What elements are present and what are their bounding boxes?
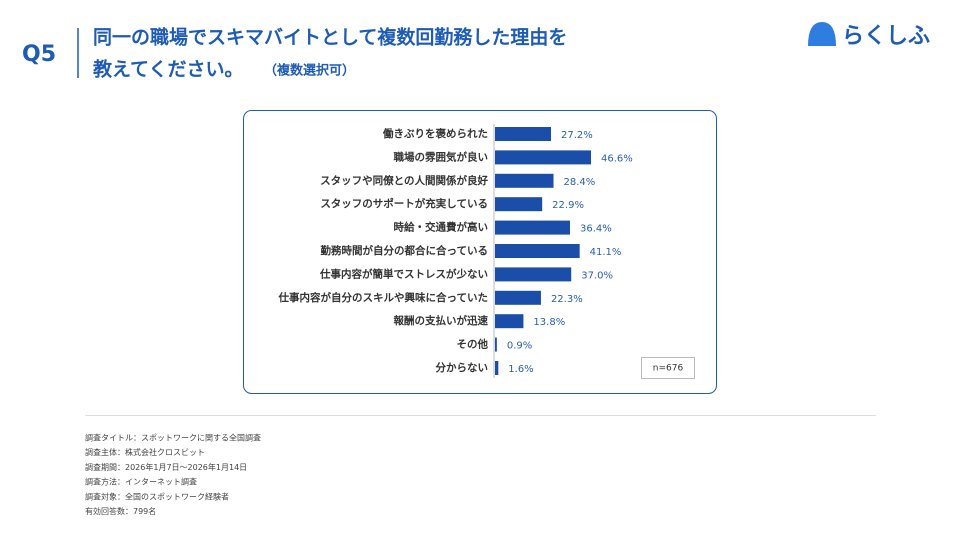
value-label: 41.1% (590, 247, 622, 258)
category-label: 分からない (436, 361, 489, 374)
footnote: 調査タイトル：スポットワークに関する全国調査 (85, 433, 261, 443)
bar (495, 244, 580, 258)
value-label: 22.3% (551, 294, 583, 305)
logo-text: らくしふ (842, 24, 930, 49)
value-label: 0.9% (507, 341, 532, 352)
category-label: その他 (457, 338, 489, 351)
value-label: 1.6% (508, 364, 533, 375)
category-label: 仕事内容が自分のスキルや興味に合っていた (278, 291, 488, 304)
value-label: 37.0% (581, 270, 613, 281)
annotation: n=676 (653, 364, 684, 374)
value-label: 22.9% (552, 200, 584, 211)
annotation-box (641, 357, 695, 379)
title-line: 教えてください。 (93, 58, 243, 81)
category-label: 報酬の支払いが迅速 (394, 314, 489, 327)
category-label: 仕事内容が簡単でストレスが少ない (319, 267, 488, 280)
bar (495, 197, 543, 212)
value-label: 13.8% (533, 317, 565, 328)
footnote: 調査方法：インターネット調査 (85, 477, 197, 487)
bar (495, 173, 554, 188)
question-number: Q5 (22, 42, 56, 67)
footnote: 調査対象：全国のスポットワーク経験者 (85, 491, 229, 501)
category-label: 職場の雰囲気が良い (394, 150, 489, 163)
bar (495, 361, 499, 375)
title-note: （複数選択可） (264, 63, 355, 79)
title-line: 同一の職場でスキマバイトとして複数回勤務した理由を (93, 26, 567, 49)
footnote: 有効回答数：799名 (85, 506, 156, 516)
bar (495, 290, 541, 305)
bar (495, 220, 570, 235)
bar (495, 337, 497, 352)
logo-icon (808, 22, 836, 46)
bar (495, 150, 591, 165)
value-label: 28.4% (564, 177, 596, 188)
footnote: 調査期間：2026年1月7日～2026年1月14日 (85, 462, 247, 472)
category-label: 働きぶりを褒められた (382, 127, 488, 140)
footnote: 調査主体：株式会社クロスビット (85, 447, 205, 457)
category-label: スタッフのサポートが充実している (320, 197, 488, 210)
category-label: 勤務時間が自分の都合に合っている (321, 244, 488, 257)
bar (495, 314, 524, 329)
bar (495, 267, 572, 282)
value-label: 27.2% (561, 130, 593, 141)
category-label: スタッフや同僚との人間関係が良好 (320, 174, 488, 187)
chart-frame (243, 110, 717, 394)
logo: らくしふ (808, 22, 930, 49)
bar (495, 127, 552, 141)
category-label: 時給・交通費が高い (394, 221, 489, 234)
value-label: 46.6% (601, 153, 633, 164)
value-label: 36.4% (580, 224, 612, 235)
footnotes: 調査タイトル：スポットワークに関する全国調査調査主体：株式会社クロスビット調査期… (85, 433, 261, 517)
